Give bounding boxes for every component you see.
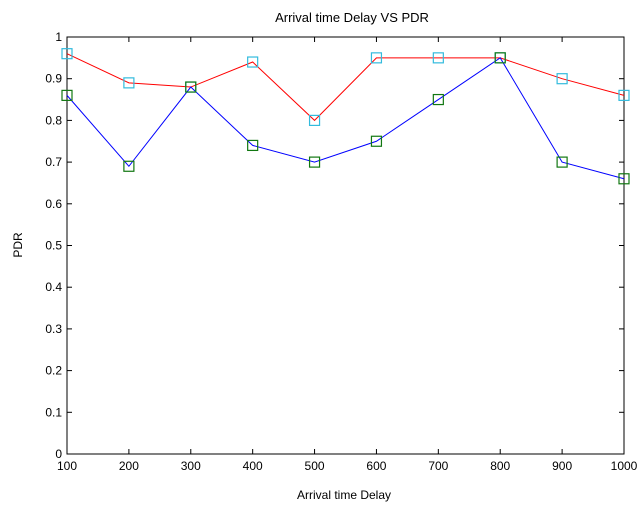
series-1-marker	[556, 73, 568, 85]
series-1-marker	[432, 52, 444, 64]
y-tick-label: 0.1	[45, 405, 62, 419]
series-1-marker	[618, 89, 630, 101]
x-tick-label: 700	[428, 459, 448, 473]
y-tick-label: 0.6	[45, 197, 62, 211]
series-2-marker	[494, 52, 506, 64]
x-axis-label: Arrival time Delay	[297, 488, 391, 502]
series-1-marker	[61, 48, 73, 60]
y-tick-label: 0.5	[45, 239, 62, 253]
x-tick-label: 200	[119, 459, 139, 473]
chart-title: Arrival time Delay VS PDR	[275, 10, 429, 25]
series-2-marker	[432, 93, 444, 106]
series-2-marker	[123, 160, 135, 172]
x-tick-label: 500	[305, 459, 325, 473]
y-axis-label: PDR	[11, 232, 25, 258]
x-tick-label: 800	[490, 459, 510, 473]
series-2-marker	[618, 173, 630, 185]
y-axis: 0 0.1 0.2 0.3 0.4 0.5 0.6 0.7 0.8 0.9 1	[45, 30, 624, 461]
y-tick-label: 0.3	[45, 322, 62, 336]
series-1-marker	[123, 77, 135, 89]
y-tick-label: 0.8	[45, 113, 62, 127]
series-1-marker	[308, 114, 321, 127]
x-tick-label: 600	[366, 459, 386, 473]
series-1-marker	[247, 56, 259, 68]
x-axis: 100 200 300 400 500 600 700 800 900 1000	[57, 37, 638, 473]
series-2-marker	[370, 135, 383, 147]
series-layer	[61, 48, 630, 185]
series-2-marker	[556, 156, 568, 168]
series-2-line	[66, 57, 625, 180]
y-tick-label: 0	[55, 447, 62, 461]
plot-area	[66, 36, 625, 455]
y-tick-label: 0.9	[45, 72, 62, 86]
y-tick-label: 0.2	[45, 364, 62, 378]
y-tick-label: 1	[55, 30, 62, 44]
x-tick-label: 300	[181, 459, 201, 473]
y-tick-label: 0.4	[45, 280, 62, 294]
series-1-marker	[370, 52, 383, 64]
x-tick-label: 400	[243, 459, 263, 473]
series-2-marker	[308, 156, 321, 168]
x-tick-label: 1000	[611, 459, 638, 473]
x-tick-label: 900	[552, 459, 572, 473]
series-1-line	[66, 53, 625, 122]
x-tick-label: 100	[57, 459, 77, 473]
y-tick-label: 0.7	[45, 155, 62, 169]
series-2-marker	[185, 81, 197, 93]
series-2-marker	[247, 139, 259, 152]
series-2-marker	[61, 89, 73, 101]
